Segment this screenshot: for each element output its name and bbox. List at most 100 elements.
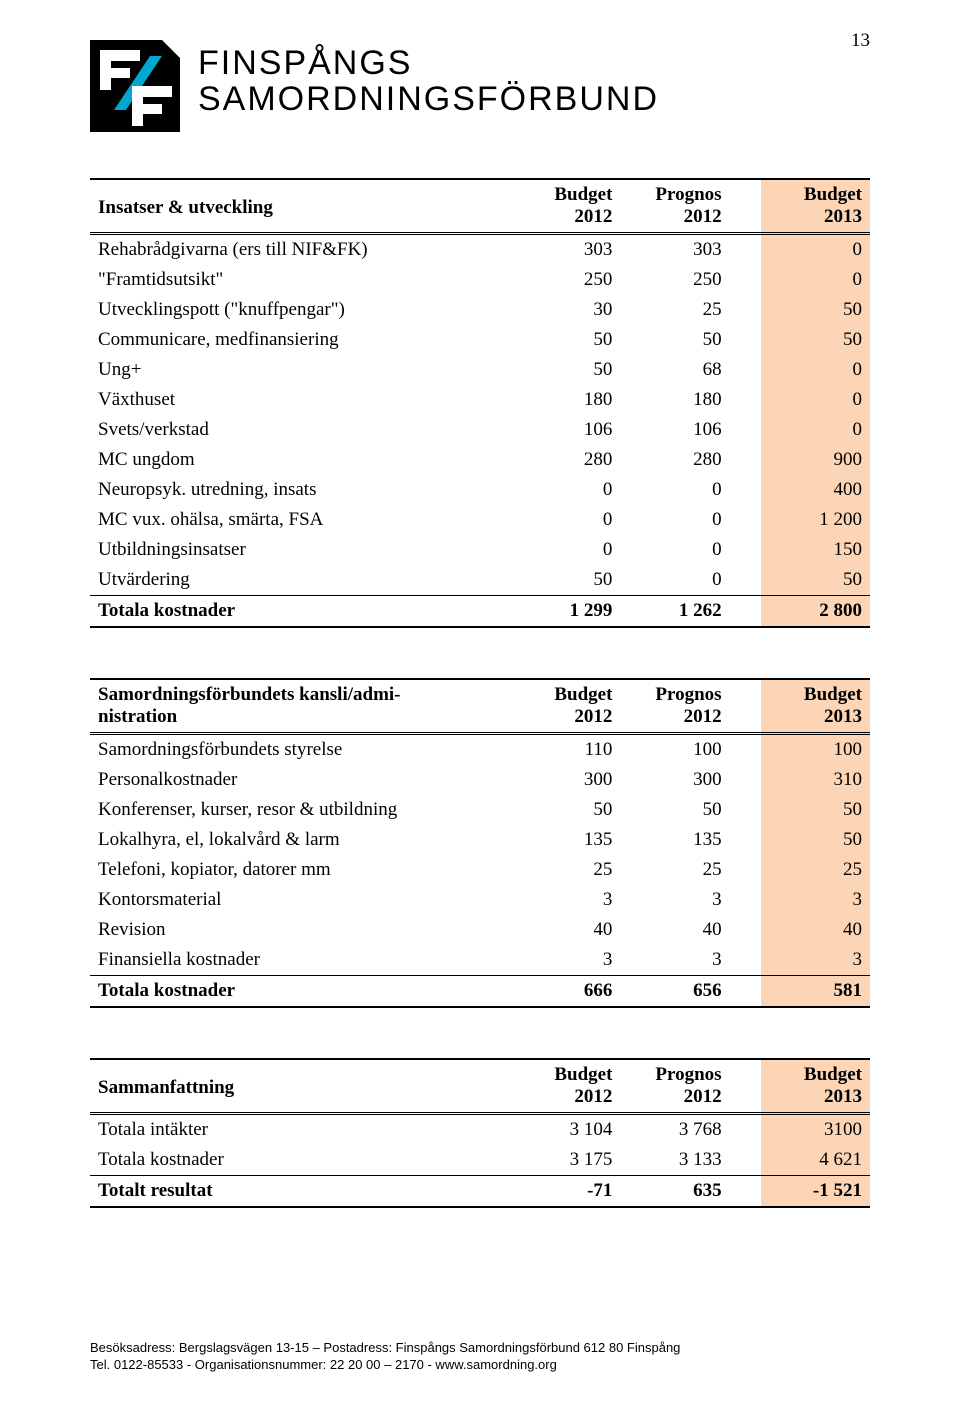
row-label: Revision	[90, 915, 511, 945]
row-label: Totala kostnader	[90, 1145, 511, 1176]
table-row: Lokalhyra, el, lokalvård & larm13513550	[90, 825, 870, 855]
row-cell: 3	[511, 945, 620, 976]
col-header: 2013	[761, 706, 870, 734]
row-cell: 0	[620, 475, 729, 505]
row-label: "Framtidsutsikt"	[90, 265, 511, 295]
col-gap	[730, 795, 761, 825]
table2-body: Samordningsförbundets styrelse110100100P…	[90, 734, 870, 976]
row-cell: 303	[620, 234, 729, 266]
col-gap	[730, 206, 761, 234]
col-gap	[730, 734, 761, 766]
row-label: Utvecklingspott ("knuffpengar")	[90, 295, 511, 325]
table2-title-l1: Samordningsförbundets kansli/admi-	[90, 679, 511, 706]
row-label: Finansiella kostnader	[90, 945, 511, 976]
col-gap	[730, 265, 761, 295]
footer: Besöksadress: Bergslagsvägen 13-15 – Pos…	[90, 1339, 870, 1374]
row-cell: 3	[511, 885, 620, 915]
col-gap	[730, 385, 761, 415]
table3-body: Totala intäkter3 1043 7683100Totala kost…	[90, 1114, 870, 1176]
table-row: Revision404040	[90, 915, 870, 945]
col-gap	[730, 445, 761, 475]
col-gap	[730, 475, 761, 505]
row-cell: 50	[511, 565, 620, 596]
table-row: "Framtidsutsikt"2502500	[90, 265, 870, 295]
total-cell: -71	[511, 1176, 620, 1208]
table-row: MC ungdom280280900	[90, 445, 870, 475]
table-row: Utvärdering50050	[90, 565, 870, 596]
row-cell: 250	[511, 265, 620, 295]
col-header: 2012	[620, 706, 729, 734]
col-gap	[730, 976, 761, 1008]
row-label: Totala intäkter	[90, 1114, 511, 1146]
total-label: Totala kostnader	[90, 976, 511, 1008]
total-cell: 666	[511, 976, 620, 1008]
row-cell: 40	[511, 915, 620, 945]
row-cell: 25	[620, 295, 729, 325]
page: 13 FINSPÅNGS SAMORDNINGSFÖRBUND Insatser…	[0, 0, 960, 1414]
table-row: Finansiella kostnader333	[90, 945, 870, 976]
col-gap	[730, 1086, 761, 1114]
row-cell: 50	[761, 295, 870, 325]
row-cell: 1 200	[761, 505, 870, 535]
col-header: 2012	[511, 206, 620, 234]
col-header: Prognos	[620, 1059, 729, 1086]
table1-title: Insatser & utveckling	[90, 179, 511, 234]
org-name-line1: FINSPÅNGS	[198, 46, 659, 82]
col-gap	[730, 234, 761, 266]
row-label: Communicare, medfinansiering	[90, 325, 511, 355]
row-label: Ung+	[90, 355, 511, 385]
row-cell: 300	[620, 765, 729, 795]
col-header: Budget	[761, 679, 870, 706]
row-cell: 0	[761, 415, 870, 445]
row-label: Svets/verkstad	[90, 415, 511, 445]
col-gap	[730, 1145, 761, 1176]
footer-line2: Tel. 0122-85533 - Organisationsnummer: 2…	[90, 1356, 870, 1374]
row-cell: 3	[761, 885, 870, 915]
row-cell: 106	[511, 415, 620, 445]
row-cell: 0	[511, 475, 620, 505]
org-name: FINSPÅNGS SAMORDNINGSFÖRBUND	[198, 46, 659, 117]
row-cell: 0	[761, 234, 870, 266]
col-gap	[730, 415, 761, 445]
table-row: Växthuset1801800	[90, 385, 870, 415]
row-label: Samordningsförbundets styrelse	[90, 734, 511, 766]
table-row: Samordningsförbundets styrelse110100100	[90, 734, 870, 766]
table3-title: Sammanfattning	[90, 1059, 511, 1114]
col-gap	[730, 535, 761, 565]
row-label: MC ungdom	[90, 445, 511, 475]
table-row: Konferenser, kurser, resor & utbildning5…	[90, 795, 870, 825]
row-cell: 50	[761, 325, 870, 355]
row-cell: 0	[761, 385, 870, 415]
row-cell: 0	[620, 565, 729, 596]
row-label: Utbildningsinsatser	[90, 535, 511, 565]
col-header: 2013	[761, 206, 870, 234]
total-cell: 1 299	[511, 596, 620, 628]
table-sammanfattning: Sammanfattning Budget Prognos Budget 201…	[90, 1058, 870, 1208]
row-cell: 3 768	[620, 1114, 729, 1146]
col-gap	[730, 945, 761, 976]
col-header: Budget	[761, 1059, 870, 1086]
row-cell: 50	[620, 795, 729, 825]
row-cell: 3100	[761, 1114, 870, 1146]
row-cell: 50	[511, 325, 620, 355]
row-cell: 3 133	[620, 1145, 729, 1176]
row-cell: 900	[761, 445, 870, 475]
table3-total-row: Totalt resultat -71 635 -1 521	[90, 1176, 870, 1208]
col-gap	[730, 1114, 761, 1146]
row-cell: 280	[511, 445, 620, 475]
col-gap	[730, 855, 761, 885]
col-header: Budget	[511, 179, 620, 206]
row-cell: 3	[620, 885, 729, 915]
row-label: Växthuset	[90, 385, 511, 415]
table-insatser: Insatser & utveckling Budget Prognos Bud…	[90, 178, 870, 628]
row-cell: 400	[761, 475, 870, 505]
row-cell: 50	[761, 565, 870, 596]
row-cell: 110	[511, 734, 620, 766]
table-row: Telefoni, kopiator, datorer mm252525	[90, 855, 870, 885]
col-header: Budget	[761, 179, 870, 206]
row-cell: 0	[511, 505, 620, 535]
col-gap	[730, 596, 761, 628]
table-kansli: Samordningsförbundets kansli/admi- Budge…	[90, 678, 870, 1008]
row-cell: 0	[761, 265, 870, 295]
row-cell: 280	[620, 445, 729, 475]
